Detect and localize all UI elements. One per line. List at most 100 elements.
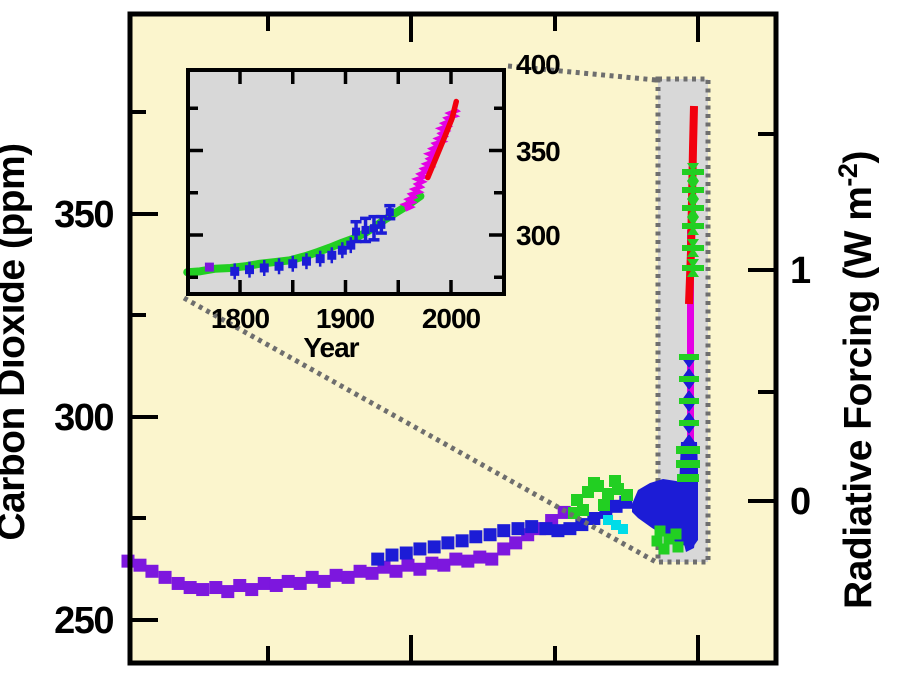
inset-blue-point (352, 227, 361, 236)
data-point (588, 477, 600, 489)
data-point (233, 578, 247, 592)
data-point (658, 543, 670, 555)
inset-x-tick-label: 1900 (316, 303, 375, 334)
data-point (385, 548, 399, 562)
y-left-tick-label: 350 (54, 194, 113, 236)
data-point (603, 515, 613, 525)
data-point (571, 494, 583, 506)
data-point (158, 570, 172, 584)
inset-errorbar-cap (375, 231, 387, 235)
zoom-connector-line-1 (182, 295, 658, 565)
series-green-lower (651, 525, 684, 555)
spike-green-bowtie (687, 217, 699, 235)
data-point (427, 540, 441, 554)
data-point (469, 530, 483, 544)
spike-green-bowtie (687, 239, 699, 257)
data-point (672, 541, 684, 553)
inset-errorbar-cap (375, 214, 387, 219)
data-point (602, 488, 614, 500)
inset-y-tick-label: 300 (516, 220, 560, 251)
inset-blue-point (327, 250, 337, 260)
data-point (133, 558, 147, 572)
series-ice-core-cyan (603, 515, 628, 534)
spike-green-bowtie (687, 163, 699, 181)
inset-errorbar-cap (360, 239, 372, 244)
inset-x-axis-title: Year (303, 332, 359, 363)
inset-blue-point (288, 259, 298, 269)
data-point (663, 533, 675, 545)
data-point (437, 558, 451, 572)
data-point (587, 512, 601, 525)
inset-errorbar-cap (350, 219, 362, 224)
data-point (483, 528, 497, 542)
inset-x-tick-label: 1800 (211, 303, 270, 334)
data-point (551, 524, 565, 538)
data-point (145, 564, 159, 578)
data-point (511, 522, 525, 536)
y-right-tick-label: 1 (790, 250, 811, 292)
data-point (611, 520, 621, 530)
inset-red-line (425, 98, 460, 181)
data-point (449, 552, 463, 566)
inset-blue-point (301, 256, 311, 266)
data-point (269, 578, 283, 592)
data-point (257, 576, 271, 590)
spike-green-bar (679, 354, 699, 360)
series-ice-core-green (568, 475, 633, 519)
data-point (305, 570, 319, 584)
y-right-axis-title: Radiative Forcing (W m-2) (833, 151, 880, 609)
data-point (441, 536, 455, 550)
data-point (525, 520, 539, 534)
inset-blue-point (361, 225, 370, 234)
spike-blue-bowtie (681, 379, 697, 401)
data-point (413, 562, 427, 576)
y-left-axis-title: Carbon Dioxide (ppm) (0, 143, 33, 540)
y-left-tick-label: 300 (54, 397, 113, 439)
spike-blue-cap (681, 443, 697, 447)
data-point (618, 524, 628, 534)
data-point (389, 564, 403, 578)
data-point (371, 552, 385, 566)
data-point (621, 489, 633, 501)
spike-green-bowtie (687, 199, 699, 217)
inset-errorbar-cap (384, 203, 396, 208)
data-point (425, 556, 439, 570)
data-point (399, 546, 413, 560)
spike-green-bowtie (687, 259, 699, 277)
inset-errorbar-cap (368, 214, 380, 219)
data-point (473, 550, 487, 564)
spike-green-bar (679, 398, 699, 404)
data-point (341, 570, 355, 584)
inset-blue-point (369, 224, 378, 233)
data-point (317, 574, 331, 588)
y-right-tick-label: 0 (790, 481, 810, 523)
data-point (563, 522, 577, 536)
data-point (401, 558, 415, 572)
spike-green-bar (679, 420, 699, 426)
data-point (281, 574, 295, 588)
data-point (245, 583, 259, 597)
data-point (509, 536, 523, 550)
inset-purple-point (204, 262, 214, 272)
data-point (365, 566, 379, 580)
data-point (497, 524, 511, 538)
spike-blue-column (679, 442, 698, 552)
spike-blue-bowtie (681, 423, 697, 445)
data-point (670, 528, 682, 540)
inset-errorbar-cap (384, 216, 396, 221)
spike-magenta-column (687, 230, 694, 448)
spike-blue-bowtie (681, 357, 697, 379)
spike-green-cap (676, 460, 700, 468)
spike-green-cap (677, 474, 699, 482)
data-point (171, 576, 185, 590)
inset-errorbar-cap (360, 216, 372, 221)
main-plot-border (127, 11, 779, 666)
data-point (485, 552, 499, 566)
inset-border (186, 68, 506, 296)
series-ice-core-blue (371, 495, 633, 566)
inset-blue-point (230, 266, 240, 276)
spike-green-bar (679, 376, 699, 382)
inset-plot-area (188, 70, 504, 294)
